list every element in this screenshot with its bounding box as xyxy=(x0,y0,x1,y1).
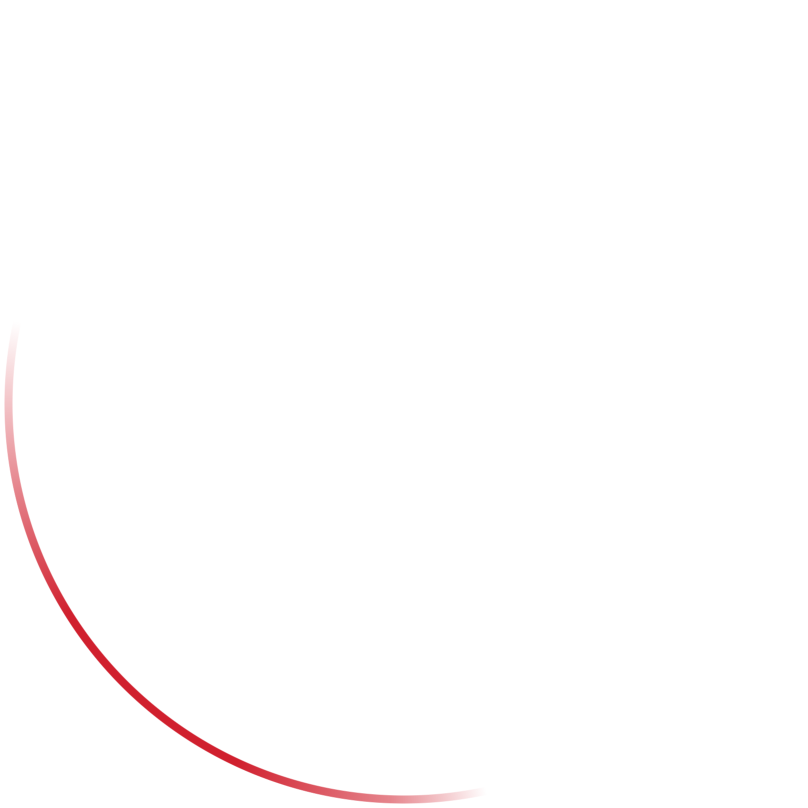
loading-spinner-arc xyxy=(4,4,804,804)
